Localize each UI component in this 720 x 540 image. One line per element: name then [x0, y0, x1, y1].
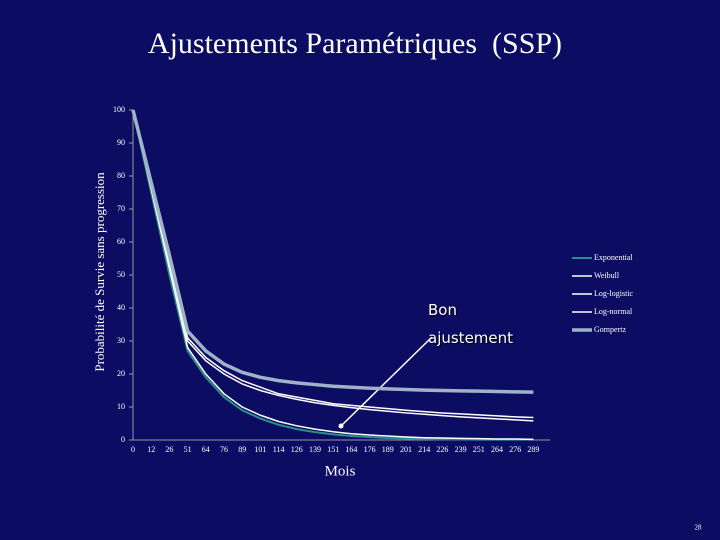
legend-label: Exponential	[594, 253, 633, 262]
x-tick-label: 164	[345, 445, 357, 454]
series-line	[132, 109, 534, 441]
legend-label: Log-logistic	[594, 289, 634, 298]
x-tick-label: 12	[147, 445, 155, 454]
series-line	[132, 109, 534, 441]
y-tick-label: 100	[113, 105, 125, 114]
x-tick-label: 201	[400, 445, 412, 454]
y-tick-label: 50	[117, 270, 125, 279]
page-number: 28	[695, 524, 703, 532]
x-tick-label: 114	[273, 445, 285, 454]
annotation-arrow	[341, 336, 433, 426]
annotation: Bon ajustement	[428, 301, 514, 347]
x-tick-label: 0	[131, 445, 135, 454]
legend-label: Log-normal	[594, 307, 633, 316]
legend-label: Weibull	[594, 271, 620, 280]
series-line	[132, 109, 534, 419]
x-tick-label: 226	[436, 445, 448, 454]
y-tick-label: 70	[117, 204, 125, 213]
legend-label: Gompertz	[594, 325, 626, 334]
x-tick-label: 139	[309, 445, 321, 454]
x-tick-label: 26	[165, 445, 173, 454]
x-tick-label: 289	[527, 445, 539, 454]
y-tick-label: 60	[117, 237, 125, 246]
x-tick-label: 264	[491, 445, 503, 454]
y-tick-label: 80	[117, 171, 125, 180]
y-tick-label: 10	[117, 402, 125, 411]
series-line	[131, 109, 534, 394]
x-tick-label: 276	[509, 445, 521, 454]
x-tick-label: 251	[473, 445, 485, 454]
y-tick-label: 90	[117, 138, 125, 147]
y-axis-label: Probabilité de Survie sans progression	[92, 172, 107, 372]
x-tick-label: 126	[291, 445, 303, 454]
x-tick-label: 89	[238, 445, 246, 454]
x-tick-label: 151	[327, 445, 339, 454]
chart-title: Ajustements Paramétriques (SSP)	[148, 27, 562, 60]
x-tick-label: 76	[220, 445, 228, 454]
y-tick-label: 40	[117, 303, 125, 312]
x-tick-label: 51	[184, 445, 192, 454]
x-tick-label: 214	[418, 445, 430, 454]
x-tick-label: 64	[202, 445, 210, 454]
y-tick-label: 30	[117, 336, 125, 345]
x-tick-label: 101	[254, 445, 266, 454]
x-tick-label: 189	[382, 445, 394, 454]
y-tick-label: 20	[117, 369, 125, 378]
series-line	[132, 109, 534, 422]
x-tick-label: 239	[455, 445, 467, 454]
x-tick-label: 176	[364, 445, 376, 454]
annotation-arrow-head	[338, 423, 344, 429]
x-axis-label: Mois	[325, 463, 356, 479]
y-tick-label: 0	[121, 435, 125, 444]
